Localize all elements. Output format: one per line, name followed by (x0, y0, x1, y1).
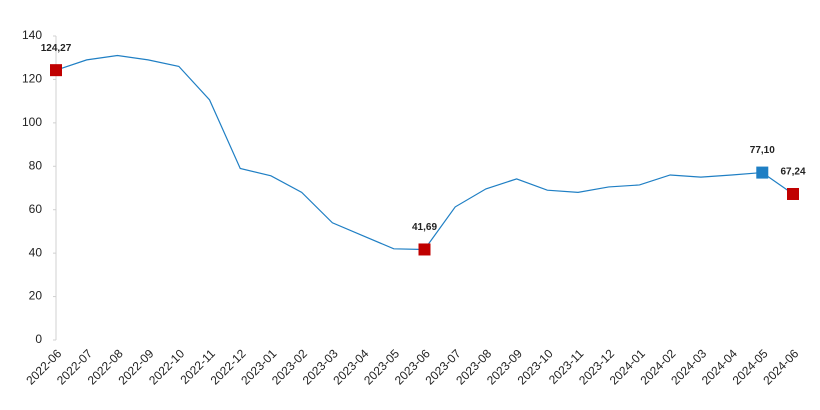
value-label: 124,27 (41, 43, 72, 54)
y-tick-label: 0 (35, 332, 42, 346)
value-label: 67,24 (780, 167, 805, 178)
y-tick-label: 40 (29, 245, 43, 259)
y-tick-label: 120 (22, 72, 42, 86)
y-tick-label: 60 (29, 202, 43, 216)
y-tick-label: 100 (22, 115, 42, 129)
y-tick-label: 80 (29, 158, 43, 172)
marker (787, 187, 799, 200)
value-label: 77,10 (750, 145, 775, 156)
y-tick-label: 140 (22, 28, 42, 42)
marker (756, 166, 769, 179)
marker (50, 64, 62, 77)
y-tick-label: 20 (29, 289, 43, 303)
value-label: 41,69 (412, 222, 437, 233)
marker (418, 243, 431, 256)
series-line (55, 54, 794, 251)
